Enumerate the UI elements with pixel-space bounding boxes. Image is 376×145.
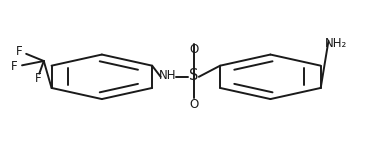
Text: NH₂: NH₂ xyxy=(325,37,347,50)
Text: NH: NH xyxy=(159,69,176,82)
Text: F: F xyxy=(35,72,41,85)
Text: O: O xyxy=(189,43,198,56)
Text: F: F xyxy=(11,60,17,73)
Text: F: F xyxy=(16,45,23,58)
Text: O: O xyxy=(189,98,198,111)
Text: S: S xyxy=(189,68,198,83)
